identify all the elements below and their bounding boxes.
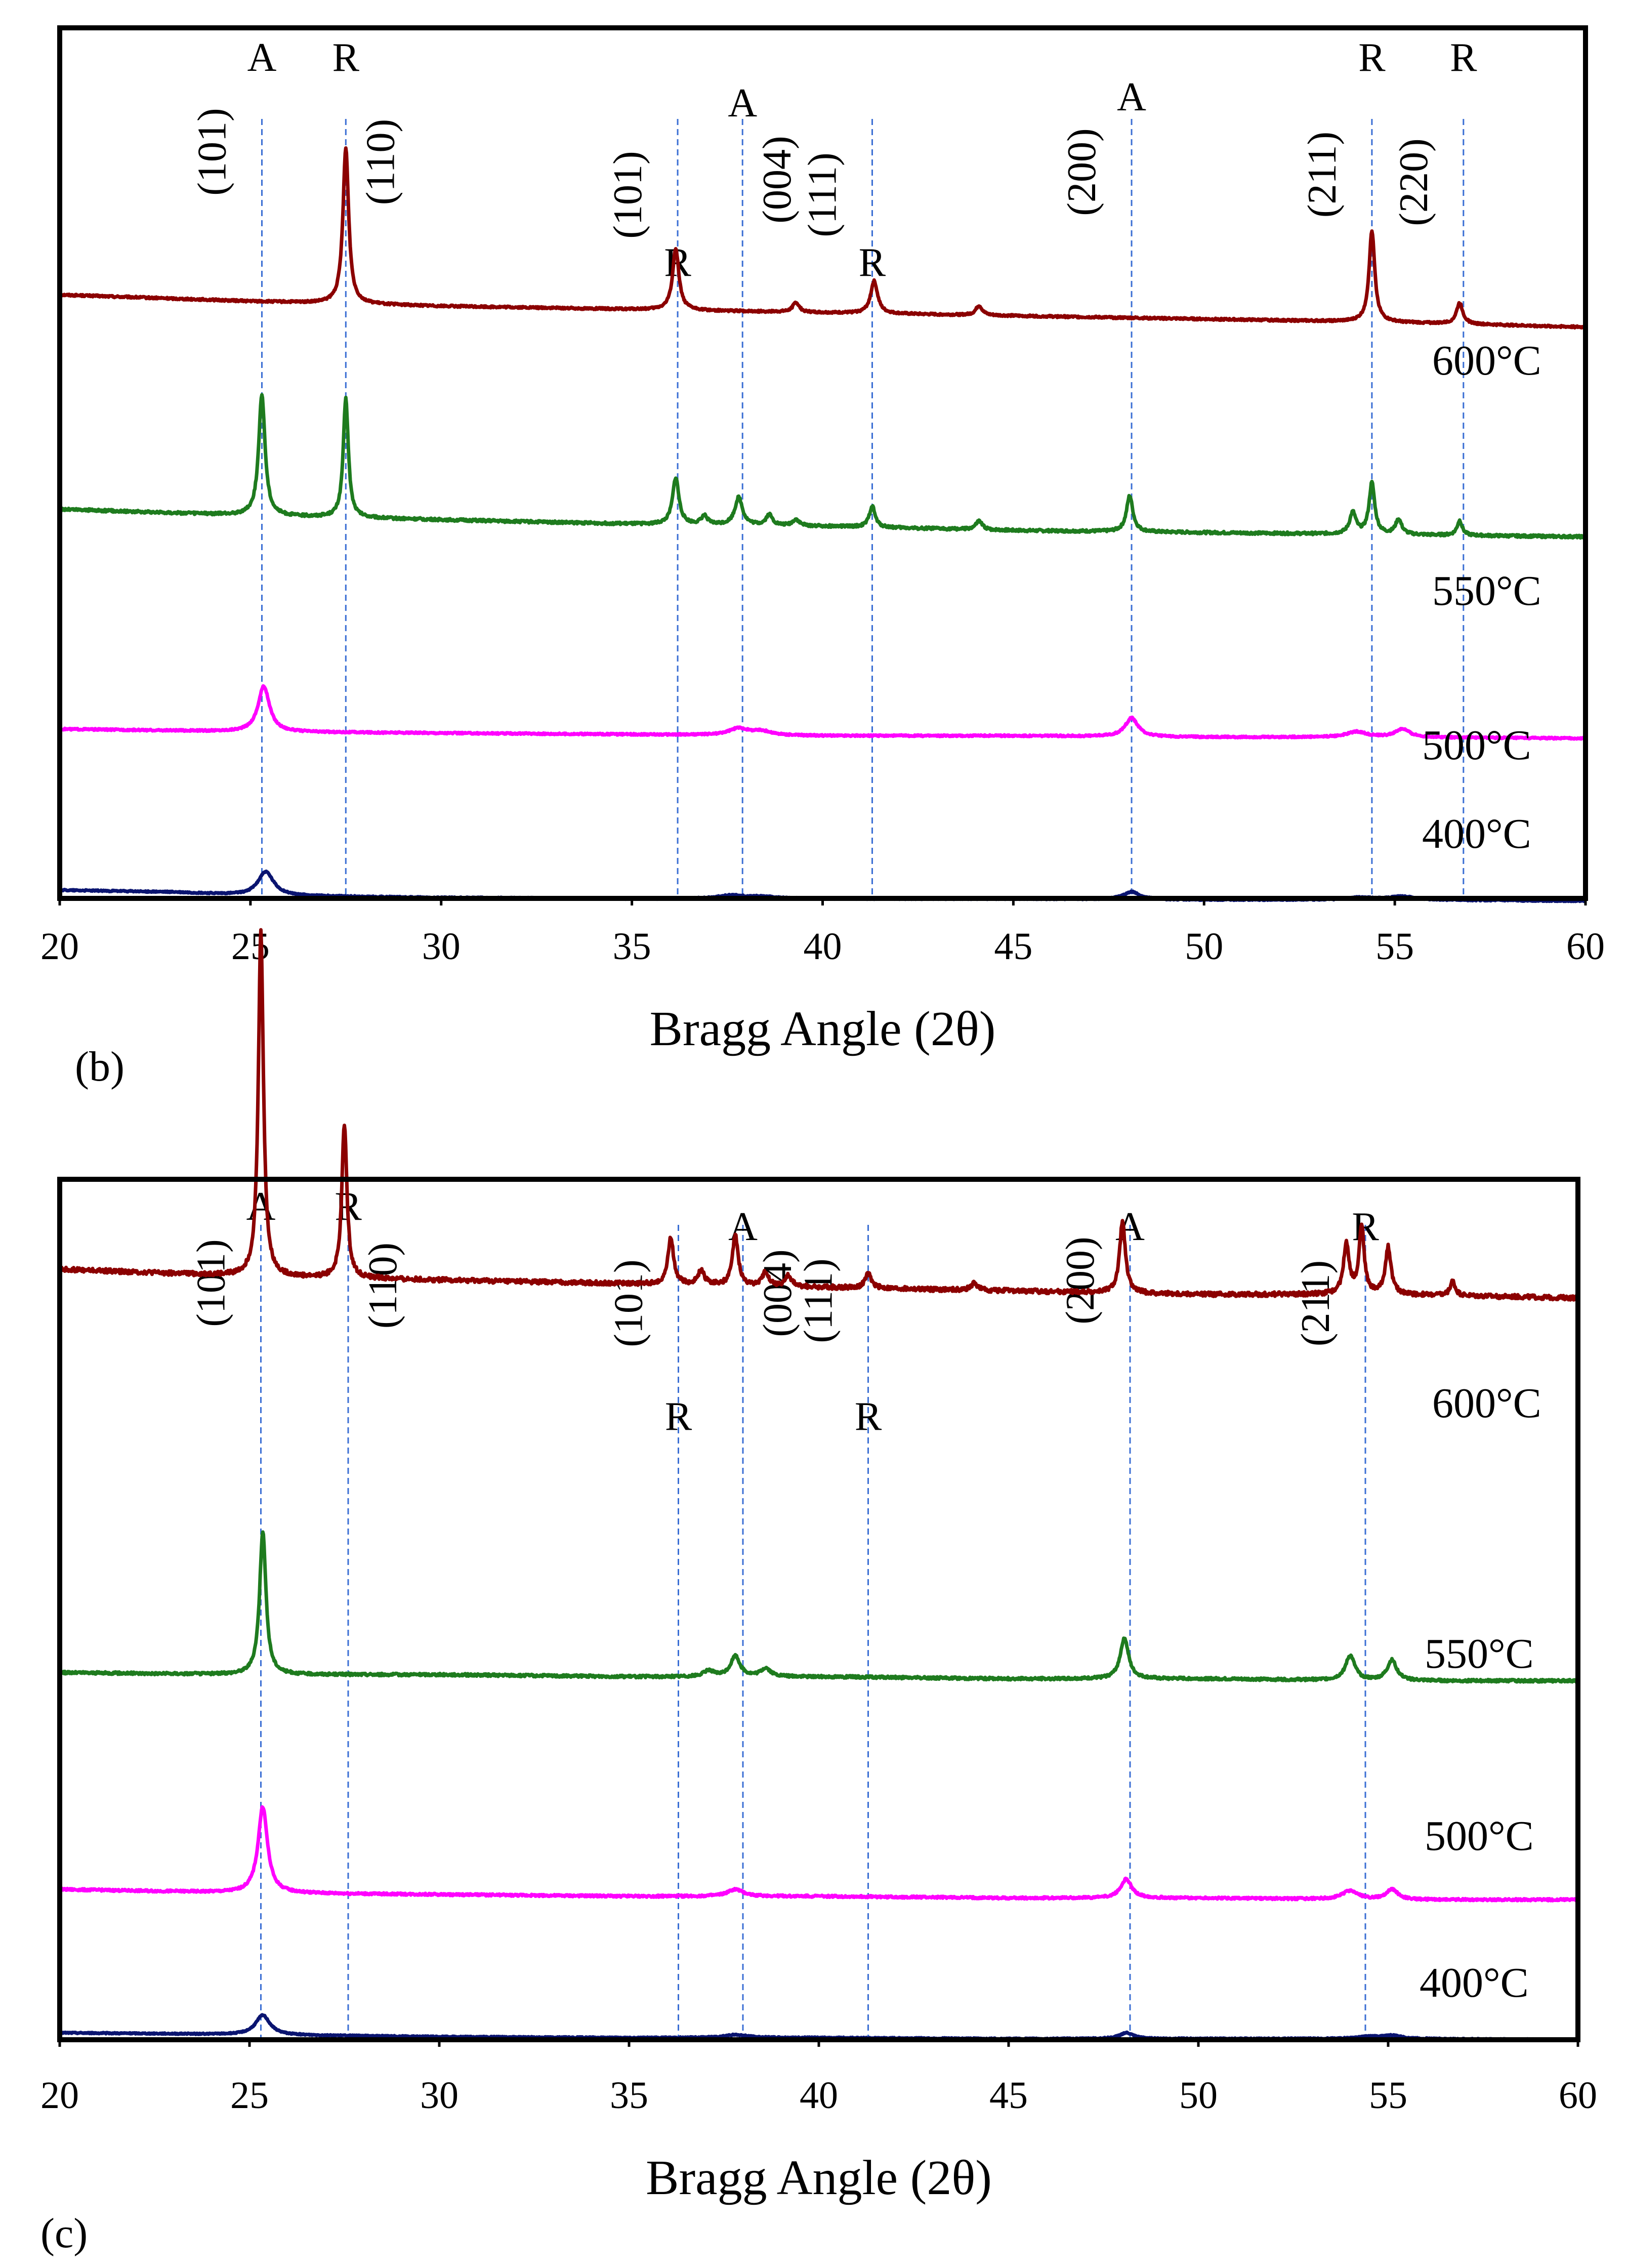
x-axis-title: Bragg Angle (2θ) [650, 1002, 996, 1056]
x-tick-label: 30 [420, 2074, 458, 2117]
x-tick-label: 50 [1185, 925, 1223, 968]
x-tick-label: 60 [1566, 925, 1605, 968]
series-label: 400°C [1420, 1959, 1529, 2006]
x-tick-label: 45 [994, 925, 1032, 968]
phase-label: R [1352, 1205, 1379, 1249]
hkl-label: (101) [607, 1259, 651, 1347]
phase-label: R [665, 1394, 692, 1439]
hkl-label: (211) [1294, 1260, 1338, 1346]
chart-panel-b: A (101) R (110) R (101) A (004) R (111) A (200) R (21… [40, 25, 1605, 1090]
series-label: 500°C [1422, 722, 1531, 769]
hkl-label: (211) [1300, 132, 1345, 218]
x-tick-label: 25 [231, 925, 270, 968]
x-axis-title: Bragg Angle (2θ) [646, 2151, 992, 2205]
series-label: 550°C [1425, 1630, 1534, 1677]
x-tick-label: 60 [1559, 2074, 1597, 2117]
series-label: 550°C [1432, 567, 1541, 614]
hkl-label: (111) [797, 1258, 841, 1343]
x-tick-label: 25 [230, 2074, 269, 2117]
phase-label: A [1117, 75, 1146, 119]
phase-label: A [247, 35, 277, 80]
x-tick-label: 30 [422, 925, 461, 968]
x-tick-label: 55 [1375, 925, 1414, 968]
x-tick-label: 20 [40, 2074, 79, 2117]
phase-label: R [1450, 35, 1477, 80]
hkl-label: (101) [189, 1239, 234, 1327]
hkl-label: (200) [1060, 128, 1104, 216]
x-tick-label: 45 [989, 2074, 1028, 2117]
hkl-label: (220) [1392, 138, 1436, 226]
x-tick-label: 35 [613, 925, 651, 968]
phase-label: R [332, 35, 360, 80]
xrd-series-600c [58, 928, 1580, 1302]
series-label: 600°C [1432, 337, 1541, 384]
xrd-series-550c [58, 393, 1588, 540]
x-tick-label: 40 [804, 925, 842, 968]
hkl-label: (004) [756, 1249, 800, 1337]
phase-label: R [1358, 35, 1386, 80]
x-tick-label: 55 [1369, 2074, 1407, 2117]
hkl-label: (004) [755, 136, 800, 223]
panel-label: (b) [75, 1043, 124, 1090]
xrd-series-600c [58, 146, 1587, 330]
hkl-label: (111) [800, 152, 845, 237]
hkl-label: (110) [358, 119, 403, 205]
hkl-label: (101) [606, 151, 650, 238]
hkl-label: (110) [361, 1243, 405, 1329]
series-label: 600°C [1432, 1380, 1541, 1427]
phase-label: R [859, 240, 886, 285]
x-tick-label: 50 [1179, 2074, 1218, 2117]
phase-label: A [728, 81, 757, 126]
phase-label: R [855, 1394, 882, 1439]
x-tick-label: 20 [40, 925, 79, 968]
hkl-label: (200) [1058, 1236, 1103, 1324]
chart-panel-c: A(101)R(110)R(101)A(004)R(111)A(200)R(21… [40, 928, 1597, 2257]
hkl-label: (101) [190, 108, 234, 195]
panel-label: (c) [40, 2210, 88, 2257]
xrd-series-400c [58, 2013, 1579, 2042]
xrd-series-500c [58, 1805, 1579, 1903]
phase-label: A [246, 1184, 276, 1229]
xrd-series-550c [58, 1530, 1580, 1684]
series-label: 400°C [1422, 810, 1531, 857]
x-tick-label: 40 [800, 2074, 838, 2117]
xrd-series-500c [58, 684, 1587, 741]
x-tick-label: 35 [610, 2074, 648, 2117]
series-label: 500°C [1425, 1812, 1534, 1860]
